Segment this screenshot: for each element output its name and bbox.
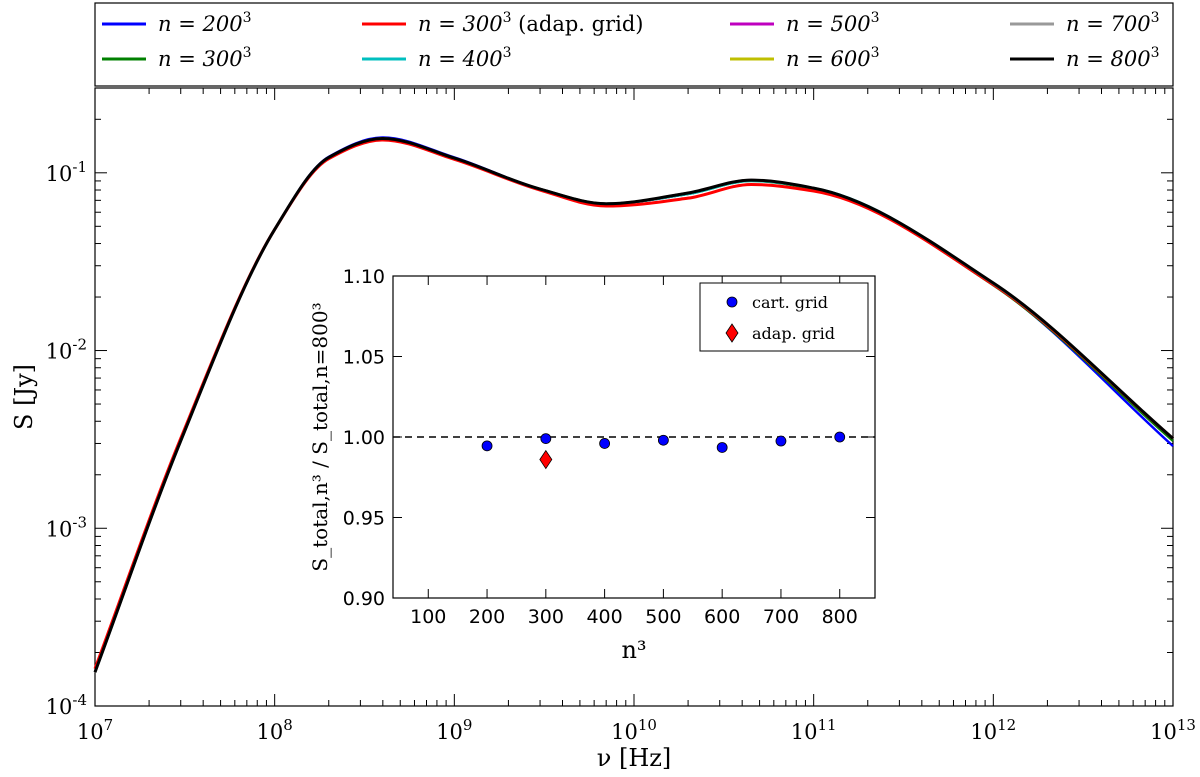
inset-y-tick-label: 0.90: [343, 588, 385, 610]
inset-x-tick-label: 500: [645, 606, 681, 628]
inset-y-axis-label: S_total,n³ / S_total,n=800³: [308, 302, 332, 571]
legend-label: n = 5003: [786, 10, 879, 36]
inset-y-tick-label: 1.05: [343, 347, 385, 369]
inset-x-tick-label: 400: [586, 606, 622, 628]
legend-label: n = 2003: [158, 10, 251, 36]
inset-x-tick-label: 200: [469, 606, 505, 628]
inset-point-cart: [481, 440, 493, 452]
y-tick-label: 10-2: [46, 336, 87, 364]
inset-legend: cart. grid adap. grid: [699, 282, 869, 352]
inset-point-cart: [657, 434, 669, 446]
inset-legend-label: cart. grid: [752, 293, 828, 312]
inset-y-tick-label: 1.00: [343, 427, 385, 449]
inset-x-tick-label: 700: [763, 606, 799, 628]
inset-chart: 100 200 300 400 500 600 700 800 0.90 0.95 1.00 1.05…: [308, 266, 876, 664]
y-tick-label: 10-4: [46, 691, 87, 719]
x-tick-label: 1013: [1150, 716, 1196, 744]
legend-label: n = 4003: [418, 45, 511, 71]
inset-x-tick-label: 600: [704, 606, 740, 628]
inset-legend-frame: [699, 282, 869, 352]
x-tick-label: 107: [77, 716, 113, 744]
series-line-800: [93, 136, 1174, 673]
inset-point-cart: [599, 438, 611, 449]
legend-label: n = 3003 (adap. grid): [418, 10, 643, 36]
inset-x-axis-label: n³: [621, 636, 646, 664]
inset-point-adap: [539, 449, 553, 470]
x-tick-label: 1011: [791, 716, 837, 744]
inset-point-cart: [716, 442, 728, 453]
y-tick-label: 10-3: [46, 513, 87, 541]
x-tick-label: 109: [436, 716, 472, 744]
inset-y-tick-label: 1.10: [343, 266, 385, 288]
inset-point-cart: [834, 431, 846, 443]
inset-point-cart: [540, 433, 552, 445]
main-legend-frame: [94, 2, 1174, 87]
inset-legend-marker: [725, 323, 739, 343]
inset-y-tick-label: 0.95: [343, 508, 385, 530]
inset-legend-label: adap. grid: [752, 324, 835, 343]
x-tick-label: 1012: [970, 716, 1016, 744]
legend-label: n = 6003: [786, 45, 879, 71]
main-x-axis-label: ν [Hz]: [597, 744, 672, 772]
x-tick-label: 1010: [611, 716, 657, 744]
inset-x-tick-label: 300: [528, 606, 564, 628]
legend-label: n = 3003: [158, 45, 251, 71]
legend-label: n = 7003: [1066, 10, 1159, 36]
inset-legend-marker: [726, 296, 738, 308]
inset-x-tick-label: 100: [410, 606, 446, 628]
main-legend: n = 2003 n = 3003 n = 3003 (adap. grid) n =…: [94, 2, 1174, 87]
inset-x-tick-label: 800: [822, 606, 858, 628]
y-tick-label: 10-1: [46, 158, 87, 186]
legend-label: n = 8003: [1066, 45, 1159, 71]
inset-point-cart: [775, 435, 787, 447]
main-y-axis-label: S [Jy]: [10, 364, 38, 430]
x-tick-label: 108: [257, 716, 293, 744]
